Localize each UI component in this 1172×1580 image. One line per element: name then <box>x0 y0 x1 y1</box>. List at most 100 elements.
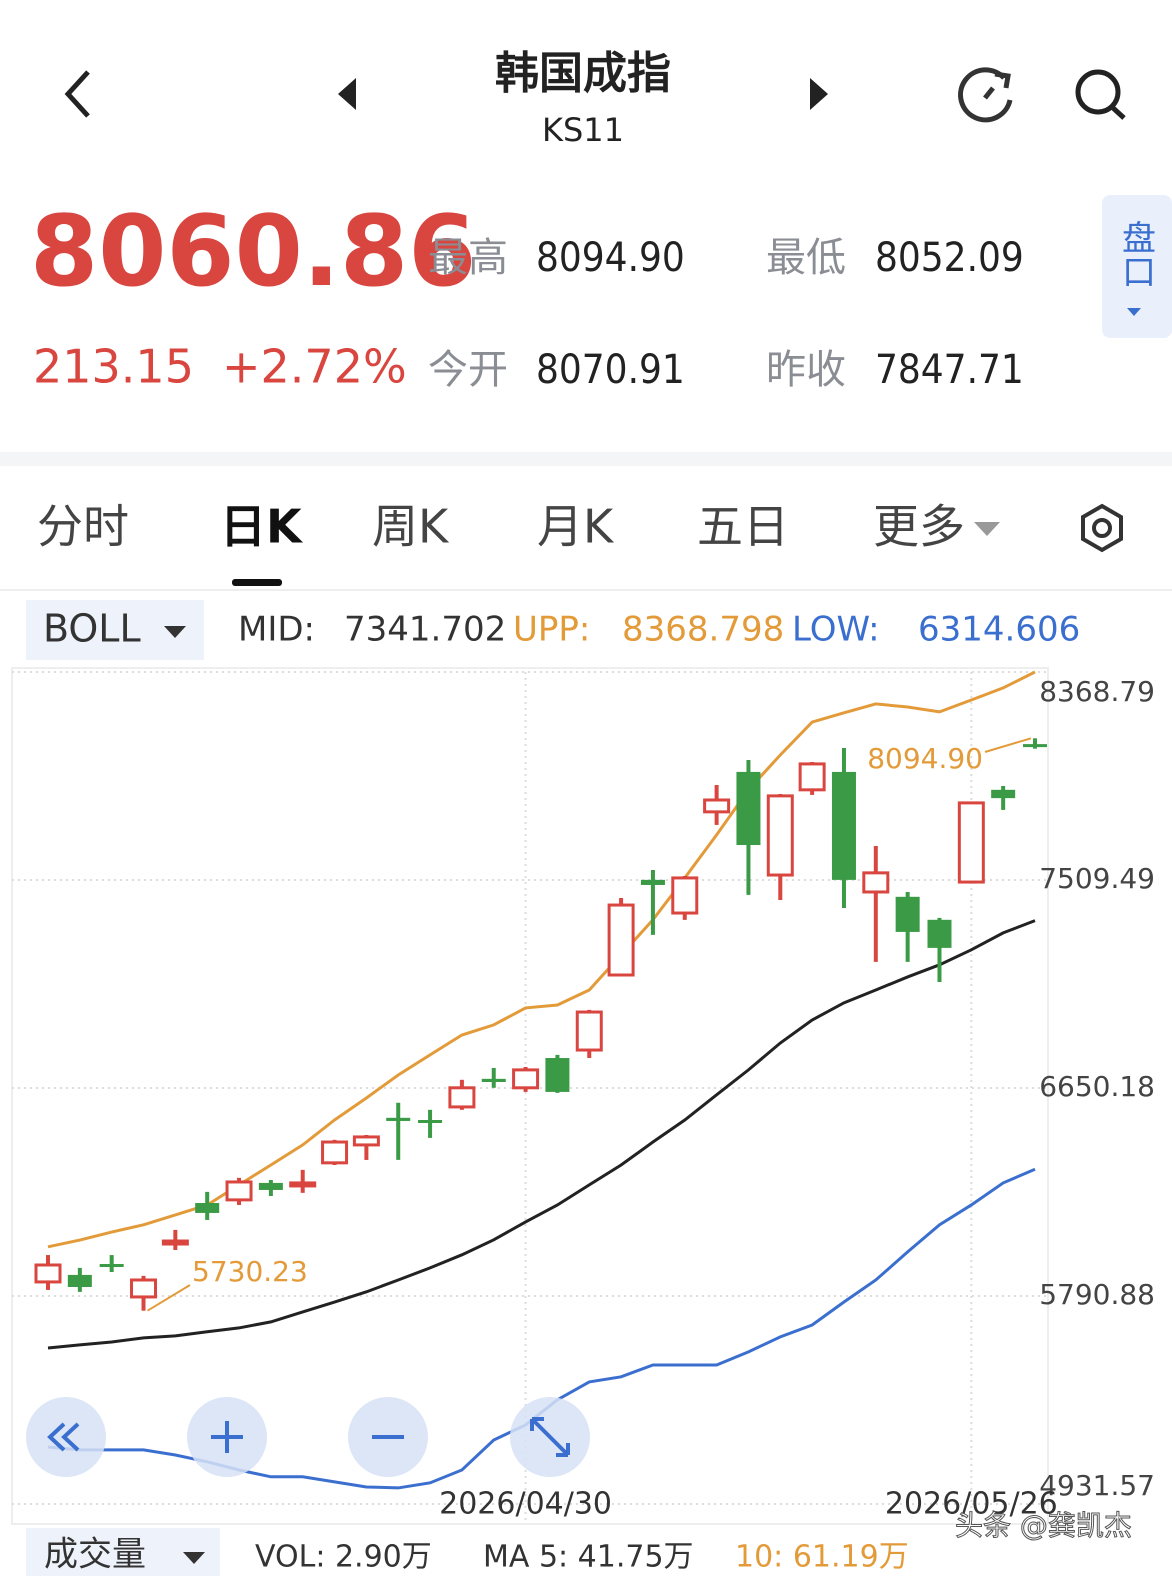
candle-body <box>258 1182 283 1190</box>
scroll-left-button[interactable] <box>26 1397 106 1477</box>
candle-body <box>195 1203 220 1213</box>
label: 昨收 <box>766 347 846 393</box>
candle-body <box>991 789 1016 799</box>
prev-button[interactable] <box>338 78 356 110</box>
upp-value: 8368.798 <box>622 610 784 650</box>
candle-body <box>671 876 699 915</box>
candle-body <box>289 1181 317 1188</box>
y-tick-label: 5790.88 <box>1039 1278 1155 1311</box>
candle-body <box>703 798 731 814</box>
candle-body <box>321 1140 349 1165</box>
candle-body <box>34 1263 62 1284</box>
mid-label: MID: <box>238 610 315 650</box>
candle-body <box>512 1068 540 1090</box>
candle-body <box>67 1274 92 1288</box>
candle-body <box>448 1086 476 1109</box>
candle-body <box>161 1239 189 1246</box>
candle-body <box>352 1135 380 1147</box>
label: 最高 <box>428 235 508 281</box>
candle-body <box>99 1264 124 1268</box>
candle-body <box>418 1119 443 1123</box>
next-button[interactable] <box>810 78 828 110</box>
title: 韩国成指 <box>495 48 671 99</box>
volume-name: 成交量 <box>44 1535 146 1575</box>
candle-body <box>545 1058 570 1092</box>
annotation: 5730.23 <box>192 1255 308 1288</box>
ma10-value: 10: 61.19万 <box>735 1540 909 1575</box>
tab[interactable]: 五日 <box>697 500 789 554</box>
fullscreen-button[interactable] <box>510 1397 590 1477</box>
candle-body <box>130 1278 158 1299</box>
search-button[interactable] <box>1075 69 1126 120</box>
candle-body <box>927 919 952 948</box>
panel-arrow <box>1127 308 1141 316</box>
tab[interactable]: 更多 <box>873 500 965 554</box>
ma5-value: MA 5: 41.75万 <box>483 1540 694 1575</box>
tab[interactable]: 日K <box>220 500 304 554</box>
tabs: 分时 日K 周K 月K 五日 更多 <box>37 500 965 554</box>
candle-body <box>607 903 635 977</box>
candle-body <box>386 1117 411 1121</box>
candle-body <box>1023 744 1047 748</box>
back-button[interactable] <box>64 70 90 118</box>
panel-button[interactable]: 盘口 <box>1102 195 1172 338</box>
candle-body <box>957 801 985 884</box>
plot: 8368.797509.496650.185790.884931.572026/… <box>12 670 1155 1522</box>
code: KS11 <box>542 111 624 149</box>
value: 8052.09 <box>875 235 1024 281</box>
label: 今开 <box>428 347 508 393</box>
y-tick-label: 8368.79 <box>1039 675 1155 708</box>
chart-frame <box>11 667 1049 1525</box>
x-tick-label: 2026/04/30 <box>439 1487 612 1522</box>
upp-label: UPP: <box>513 610 590 650</box>
change: 213.15 <box>33 340 194 394</box>
boll-line <box>47 670 1036 1249</box>
tab[interactable]: 月K <box>537 500 615 554</box>
candle-body <box>481 1078 506 1082</box>
divider <box>0 452 1172 466</box>
refresh-button[interactable] <box>958 67 1013 123</box>
more-arrow <box>974 522 1000 536</box>
annotation-line <box>146 1284 191 1312</box>
zoom-in-button[interactable] <box>187 1397 267 1477</box>
annotation: 8094.90 <box>867 742 983 775</box>
zoom-controls <box>26 1397 590 1477</box>
candle-body <box>895 896 920 932</box>
annotation-line <box>984 737 1032 753</box>
low-value: 6314.606 <box>918 610 1080 650</box>
watermark: 头条 @龚凯杰 <box>955 1509 1132 1542</box>
y-tick-label: 6650.18 <box>1039 1070 1155 1103</box>
value: 8070.91 <box>536 347 685 393</box>
y-tick-label: 7509.49 <box>1039 862 1155 895</box>
candle-body <box>766 794 794 877</box>
panel-label: 盘口 <box>1116 220 1156 288</box>
candle-body <box>575 1010 603 1052</box>
candle-body <box>640 879 665 885</box>
tab[interactable]: 周K <box>372 500 450 554</box>
dropdown-arrow <box>183 1552 205 1564</box>
settings-button[interactable] <box>1081 503 1123 553</box>
low-label: LOW: <box>792 610 880 650</box>
y-tick-label: 4931.57 <box>1039 1469 1155 1502</box>
boll-line <box>47 919 1036 1350</box>
zoom-out-button[interactable] <box>348 1397 428 1477</box>
label: 最低 <box>766 235 846 281</box>
tab-underline <box>232 579 282 586</box>
value: 8094.90 <box>536 235 685 281</box>
vol-value: VOL: 2.90万 <box>255 1540 432 1575</box>
candle-body <box>862 871 890 894</box>
x-tick-label: 2026/05/26 <box>885 1487 1058 1522</box>
mid-value: 7341.702 <box>344 610 506 650</box>
candle-body <box>225 1180 253 1202</box>
candle-body <box>736 771 761 846</box>
candle-body <box>831 771 856 880</box>
indicator-name: BOLL <box>43 607 141 651</box>
value: 7847.71 <box>875 347 1024 393</box>
candle-body <box>798 762 826 792</box>
price: 8060.86 <box>30 195 476 309</box>
change-pct: +2.72% <box>222 340 407 394</box>
tab[interactable]: 分时 <box>37 500 129 554</box>
dropdown-arrow <box>164 626 186 638</box>
panel-bg <box>1102 195 1172 338</box>
